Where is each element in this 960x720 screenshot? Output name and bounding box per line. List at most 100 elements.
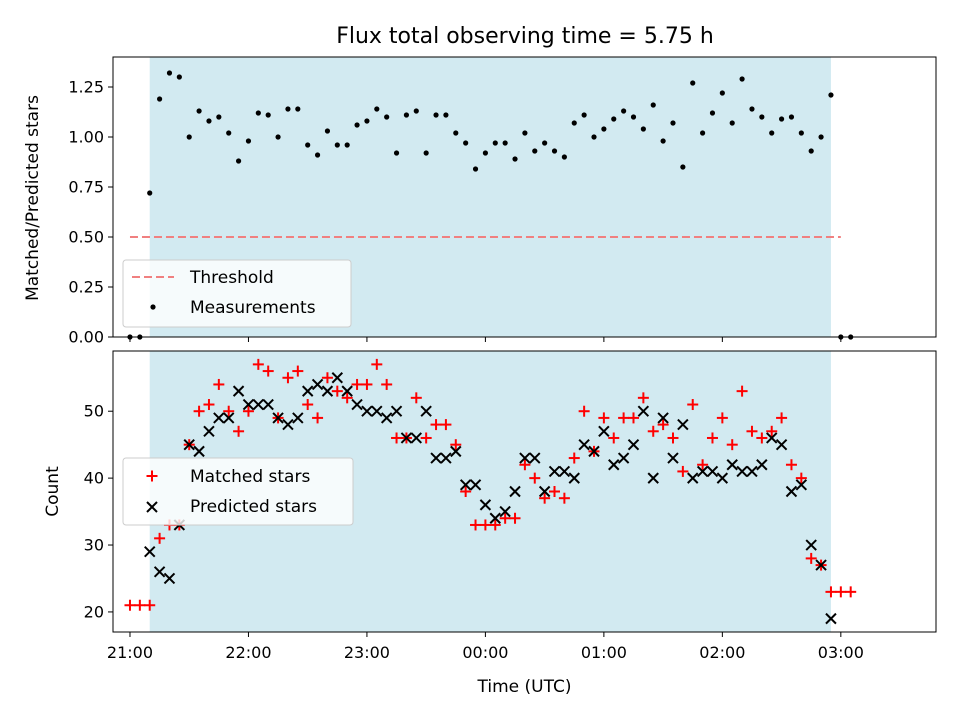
bottom-x-ticks: 21:00 22:00 23:00 00:00 01:00 02:00 03:00: [107, 632, 864, 662]
top-x-ticks: [129, 337, 842, 342]
matched-star-point: [805, 552, 817, 564]
matched-star-point: [391, 432, 403, 444]
predicted-star-point: [321, 385, 334, 397]
x-tick-label: 02:00: [699, 643, 745, 662]
predicted-star-point: [785, 485, 798, 498]
matched-star-point: [519, 459, 531, 471]
predicted-star-point: [548, 465, 561, 478]
bottom-legend-box: [122, 457, 354, 526]
predicted-star-point: [223, 412, 235, 424]
predicted-star-point: [144, 546, 156, 558]
y-tick-label: 1.00: [68, 128, 104, 147]
matched-star-point: [410, 392, 422, 404]
measurement-point: [226, 130, 232, 136]
measurement-point: [522, 130, 528, 136]
predicted-star-point: [252, 398, 265, 411]
matched-star-point: [134, 599, 146, 611]
predicted-star-point: [538, 485, 551, 498]
bottom-y-axis-label: Count: [43, 466, 63, 517]
predicted-star-point: [331, 372, 344, 384]
y-tick-label: 1.25: [68, 78, 104, 97]
measurement-point: [611, 116, 617, 122]
predicted-star-point: [578, 438, 590, 451]
predicted-star-point: [430, 452, 442, 464]
matched-star-point: [470, 519, 482, 531]
predicted-star-point: [588, 445, 600, 458]
x-tick-label: 01:00: [581, 643, 627, 662]
measurement-point: [650, 102, 656, 108]
measurement-point: [482, 150, 489, 156]
measurement-point: [235, 158, 242, 164]
matched-star-point: [430, 419, 442, 431]
measurement-point: [166, 70, 173, 76]
legend-matched-swatch: [146, 470, 158, 482]
matched-star-point: [420, 432, 432, 444]
predicted-star-point: [203, 425, 215, 437]
predicted-star-point: [825, 612, 837, 625]
predicted-star-point: [163, 572, 176, 585]
measurement-point: [571, 120, 577, 126]
matched-star-point: [627, 412, 639, 424]
predicted-star-point: [795, 479, 808, 491]
matched-star-point: [321, 372, 333, 384]
matched-star-point: [262, 365, 274, 377]
measurement-point: [314, 152, 321, 158]
predicted-star-point: [183, 438, 195, 451]
predicted-star-point: [193, 445, 205, 458]
predicted-star-point: [716, 472, 729, 484]
predicted-star-point: [657, 412, 669, 424]
measurement-point: [186, 134, 192, 140]
predicted-star-point: [726, 459, 738, 471]
measurement-point: [512, 156, 518, 162]
predicted-star-point: [637, 405, 650, 417]
matched-star-point: [637, 392, 649, 404]
matched-star-point: [785, 459, 797, 471]
measurement-point: [601, 126, 607, 132]
predicted-star-point: [459, 479, 472, 491]
measurement-point: [364, 118, 370, 124]
matched-star-point: [312, 412, 324, 424]
matched-star-point: [756, 432, 768, 444]
measurement-point: [502, 140, 508, 146]
top-panel: 0.00 0.25 0.50 0.75 1.00 1.25 Matched/Predict…: [23, 56, 937, 347]
measurement-point: [295, 106, 301, 112]
measurement-point: [156, 96, 163, 102]
predicted-star-point: [775, 438, 788, 451]
matched-star-point: [746, 425, 758, 437]
bottom-legend: Matched stars Predicted stars: [122, 457, 354, 526]
bottom-panel: 20 30 40 50 21:00 22:00 23:00 00:00 01:00 02:00 0…: [43, 350, 937, 697]
predicted-star-point: [232, 385, 245, 397]
predicted-star-point: [766, 432, 778, 444]
predicted-star-point: [696, 465, 709, 478]
matched-star-point: [716, 412, 728, 424]
measurement-point: [492, 140, 498, 146]
x-tick-label: 23:00: [344, 643, 390, 662]
measurement-point: [463, 140, 469, 146]
measurement-points: [127, 70, 854, 340]
measurement-point: [275, 134, 281, 140]
measurement-point: [729, 120, 735, 126]
y-tick-label: 0.50: [68, 228, 104, 247]
predicted-star-point: [598, 425, 610, 437]
predicted-star-point: [509, 485, 521, 498]
predicted-star-point: [815, 559, 827, 571]
measurement-point: [621, 108, 627, 114]
x-axis-label: Time (UTC): [477, 677, 572, 697]
measurement-point: [384, 114, 390, 120]
measurement-point: [305, 142, 311, 148]
matched-star-point: [213, 378, 225, 390]
predicted-star-point: [736, 465, 748, 478]
top-y-axis-label: Matched/Predicted stars: [23, 95, 43, 301]
measurement-point: [423, 150, 429, 156]
matched-star-point: [361, 378, 373, 390]
matched-star-point: [223, 405, 235, 417]
predicted-star-point: [706, 465, 719, 478]
legend-predicted-swatch: [146, 501, 158, 513]
matched-stars-points: [124, 358, 857, 611]
measurement-point: [453, 130, 459, 136]
y-tick-label: 50: [84, 402, 104, 421]
y-tick-label: 20: [84, 602, 104, 621]
measurement-point: [354, 122, 360, 128]
measurement-point: [344, 142, 350, 148]
predicted-star-point: [361, 405, 373, 417]
